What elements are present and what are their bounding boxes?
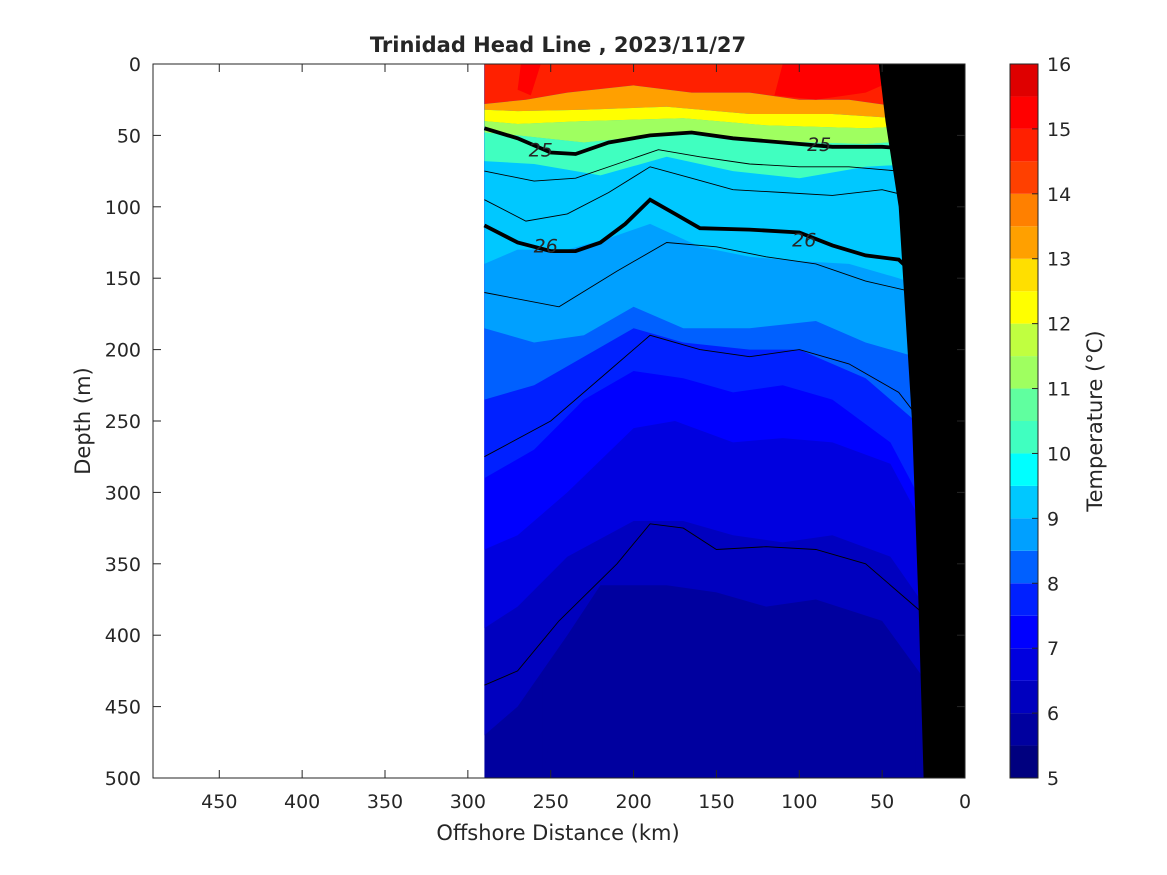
sigma-contour-26 <box>483 197 947 289</box>
colorbar-tick-label: 9 <box>1047 508 1059 530</box>
contour-fill-layer <box>484 64 965 778</box>
colorbar-tick-label: 12 <box>1047 314 1071 336</box>
colorbar-tick-label: 7 <box>1047 638 1059 660</box>
colorbar-tick-label: 13 <box>1047 249 1071 271</box>
colorbar-swatch <box>1010 648 1038 681</box>
y-tick-label: 500 <box>105 768 141 790</box>
x-tick-label: 300 <box>450 791 486 813</box>
colorbar-tick-label: 11 <box>1047 379 1071 401</box>
y-axis: 0 50 100 150 200 250 300 350 400 450 500 <box>105 54 965 790</box>
colorbar-swatch <box>1010 485 1038 519</box>
x-tick-label: 450 <box>201 791 237 813</box>
colorbar-tick-label: 14 <box>1047 184 1071 206</box>
sigma-label: 26 <box>534 235 558 257</box>
isopycnal-line <box>484 166 946 222</box>
colorbar-swatch <box>1010 226 1038 259</box>
sigma-label: 25 <box>529 140 553 162</box>
y-tick-label: 150 <box>105 268 141 290</box>
x-tick-label: 250 <box>533 791 569 813</box>
colorbar-swatch <box>1010 388 1038 421</box>
colorbar-swatch <box>1010 323 1038 357</box>
x-axis-label: Offshore Distance (km) <box>436 821 679 845</box>
colorbar-swatch <box>1010 291 1038 324</box>
colorbar-label: Temperature (°C) <box>1083 330 1107 512</box>
colorbar-swatch <box>1010 193 1038 227</box>
colorbar-tick-label: 8 <box>1047 573 1059 595</box>
x-axis: 450 400 350 300 250 200 150 100 50 0 <box>201 64 971 813</box>
y-tick-label: 250 <box>105 411 141 433</box>
colorbar-swatch <box>1010 745 1038 778</box>
y-axis-label: Depth (m) <box>71 367 95 474</box>
contour-label-layer: 25 25 26 26 <box>529 134 832 257</box>
colorbar: 5 6 7 8 9 10 11 12 13 14 15 16 <box>1009 54 1071 790</box>
sigma-label: 25 <box>807 134 831 156</box>
surface-layer-13 <box>484 85 952 119</box>
x-tick-label: 0 <box>959 791 971 813</box>
y-tick-label: 50 <box>117 125 141 147</box>
colorbar-swatch <box>1010 615 1038 649</box>
colorbar-swatch <box>1010 96 1038 129</box>
colorbar-swatch <box>1010 518 1038 551</box>
colorbar-swatch <box>1010 453 1038 486</box>
colorbar-swatch <box>1010 258 1038 292</box>
isopycnal-line <box>484 523 929 686</box>
sigma-contour-25 <box>483 126 950 156</box>
y-tick-label: 300 <box>105 482 141 504</box>
chart-title: Trinidad Head Line , 2023/11/27 <box>370 33 746 57</box>
isopycnal-line <box>484 149 946 182</box>
seafloor-shelf <box>878 64 965 778</box>
y-tick-label: 0 <box>129 54 141 76</box>
colorbar-swatch <box>1010 64 1038 97</box>
colorbar-swatch <box>1010 550 1038 584</box>
colorbar-tick-label: 15 <box>1047 119 1071 141</box>
isopycnal-line <box>484 242 941 315</box>
colorbar-tick-label: 10 <box>1047 443 1071 465</box>
x-tick-label: 350 <box>367 791 403 813</box>
colorbar-swatch <box>1010 421 1038 454</box>
isopycnal-line <box>484 334 933 458</box>
x-tick-label: 400 <box>284 791 320 813</box>
warm-patch-0 <box>517 64 541 96</box>
warm-patch-1 <box>774 64 907 100</box>
colorbar-swatch <box>1010 583 1038 616</box>
y-tick-label: 350 <box>105 554 141 576</box>
colorbar-swatch <box>1010 713 1038 746</box>
y-tick-label: 200 <box>105 340 141 362</box>
contour-line-layer <box>483 126 950 686</box>
colorbar-tick-label: 6 <box>1047 703 1059 725</box>
surface-layer-12 <box>484 106 952 129</box>
colorbar-swatch <box>1010 680 1038 714</box>
colorbar-swatch <box>1010 356 1038 389</box>
y-tick-label: 100 <box>105 197 141 219</box>
x-tick-label: 150 <box>698 791 734 813</box>
colorbar-tick-label: 16 <box>1047 54 1071 76</box>
y-tick-label: 400 <box>105 625 141 647</box>
colorbar-tick-label: 5 <box>1047 768 1059 790</box>
sigma-label: 26 <box>792 230 816 252</box>
colorbar-swatch <box>1010 128 1038 162</box>
x-tick-label: 100 <box>781 791 817 813</box>
x-tick-label: 200 <box>615 791 651 813</box>
x-tick-label: 50 <box>870 791 894 813</box>
colorbar-frame <box>1009 63 1039 779</box>
colorbar-swatch <box>1010 161 1038 194</box>
surface-layer-11 <box>484 118 952 144</box>
y-tick-label: 450 <box>105 697 141 719</box>
